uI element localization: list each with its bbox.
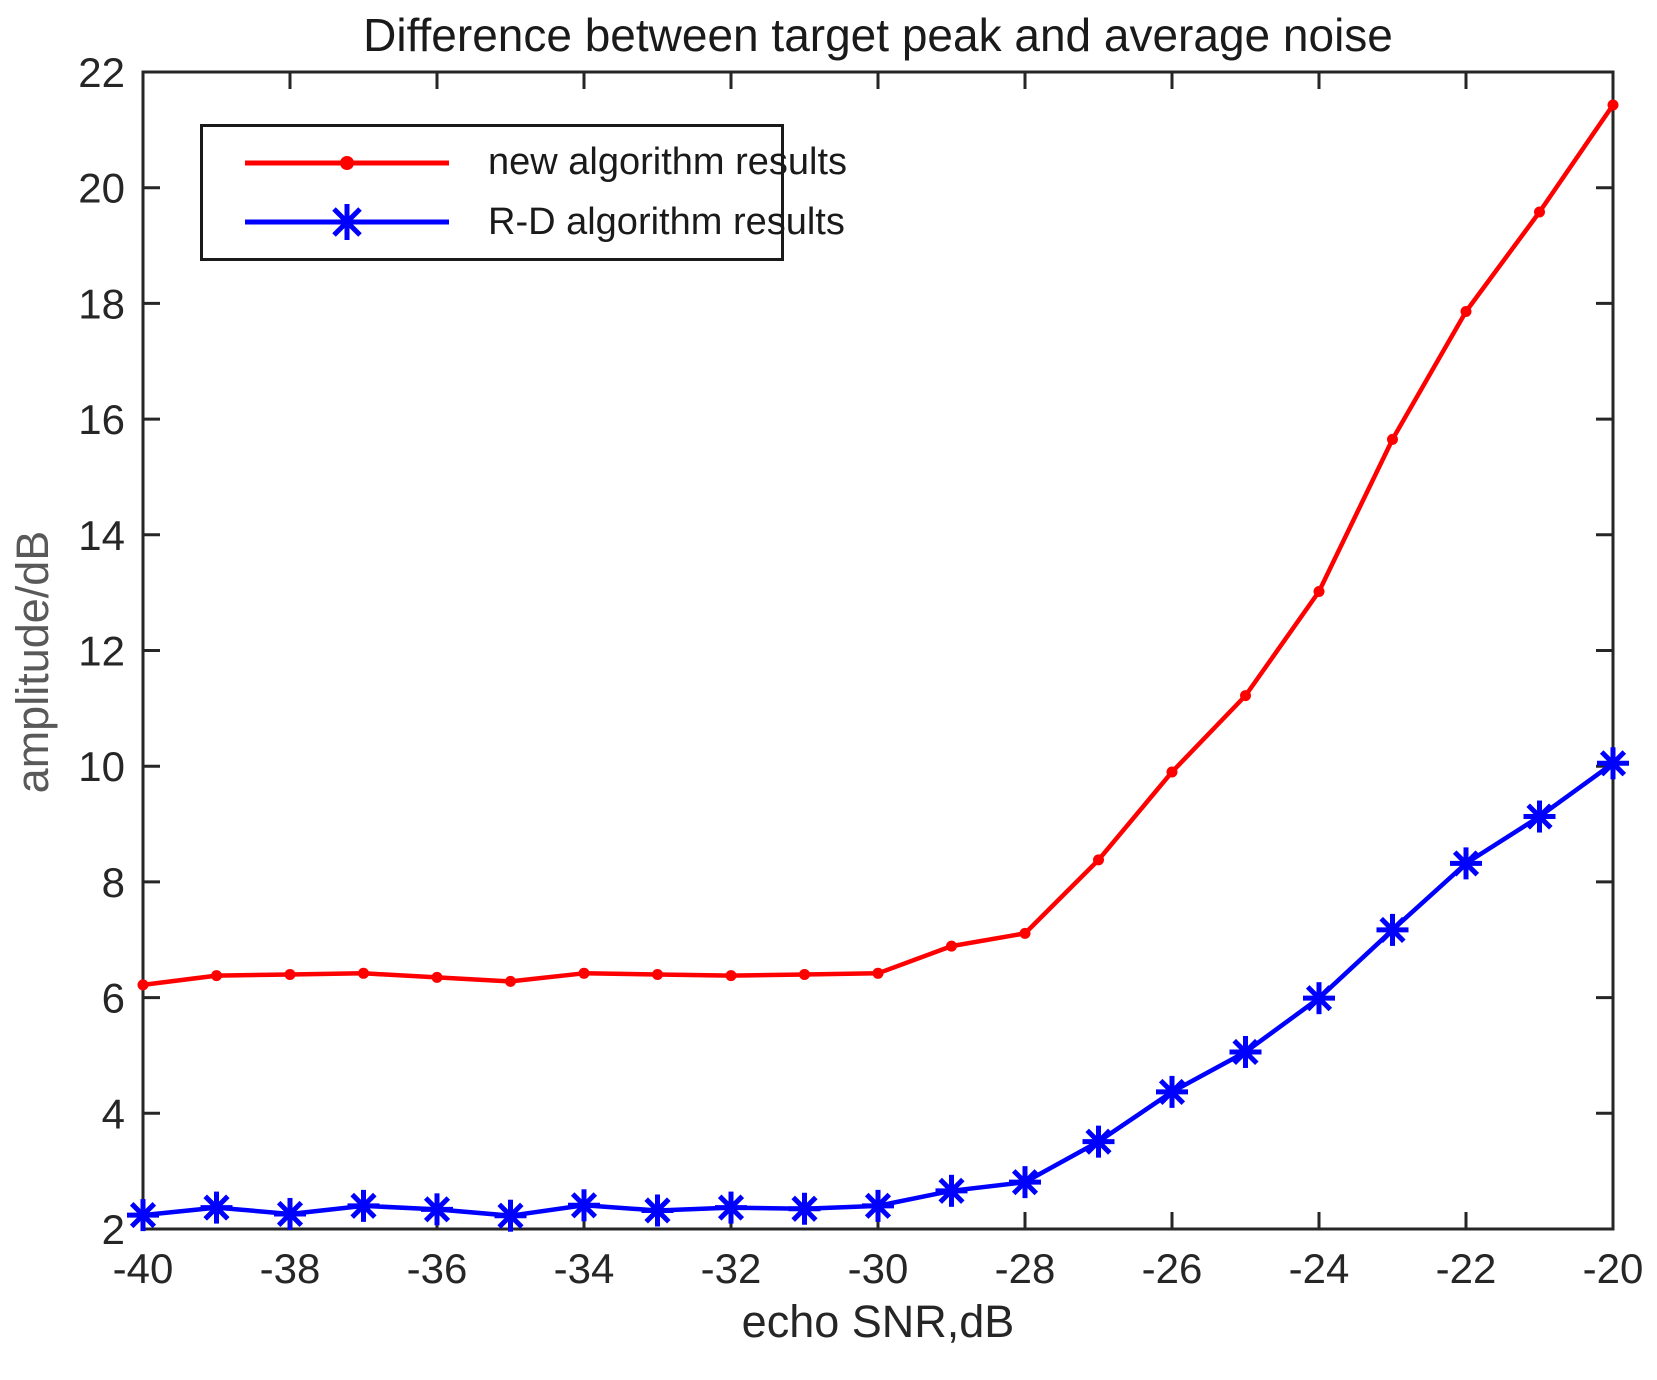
x-tick-label: -34 — [554, 1245, 615, 1292]
legend-sample-red — [245, 155, 449, 170]
data-point-marker-asterisk — [1303, 982, 1335, 1015]
data-point-marker-dot — [505, 975, 516, 987]
legend-sample-blue — [245, 204, 449, 241]
legend-label-rd-algorithm: R-D algorithm results — [488, 200, 845, 243]
y-tick-label: 18 — [78, 280, 125, 327]
data-point-marker-asterisk — [715, 1191, 747, 1224]
data-point-marker-asterisk — [1229, 1035, 1262, 1068]
x-tick-label: -38 — [260, 1245, 321, 1292]
x-tick-label: -28 — [995, 1245, 1056, 1292]
data-point-marker-dot — [578, 967, 590, 979]
y-tick-label: 20 — [78, 165, 125, 212]
data-point-marker-asterisk — [641, 1194, 674, 1227]
data-point-marker-asterisk — [347, 1189, 380, 1222]
data-point-marker-asterisk — [1156, 1075, 1188, 1108]
legend-entry-new-algorithm: new algorithm results — [229, 133, 847, 193]
data-point-marker-dot — [799, 968, 810, 980]
series-line-1 — [142, 761, 1615, 1218]
x-tick-label: -32 — [701, 1245, 762, 1292]
data-point-marker-dot — [1166, 766, 1178, 778]
data-point-marker-asterisk — [1450, 847, 1482, 880]
data-point-marker-dot — [431, 971, 443, 983]
y-tick-label: 14 — [78, 512, 125, 559]
data-point-marker-dot — [1093, 854, 1104, 866]
chart-title: Difference between target peak and avera… — [363, 9, 1393, 61]
legend-entry-rd-algorithm: R-D algorithm results — [229, 193, 845, 253]
y-tick-label: 2 — [102, 1206, 125, 1253]
data-point-marker-dot — [1019, 927, 1031, 939]
data-point-marker-asterisk — [127, 1199, 159, 1232]
legend-red-dot-marker-icon — [340, 155, 354, 170]
data-point-marker-dot — [1534, 206, 1545, 218]
y-tick-label: 4 — [102, 1090, 125, 1137]
y-tick-label: 8 — [102, 859, 125, 906]
x-tick-label: -30 — [848, 1245, 909, 1292]
data-point-marker-dot — [725, 970, 737, 982]
data-point-marker-dot — [1240, 690, 1251, 702]
data-point-marker-asterisk — [494, 1199, 527, 1232]
y-tick-label: 12 — [78, 628, 125, 675]
x-tick-label: -20 — [1583, 1245, 1644, 1292]
x-tick-label: -36 — [407, 1245, 468, 1292]
data-point-marker-dot — [284, 968, 296, 980]
data-point-marker-asterisk — [1082, 1125, 1115, 1158]
data-point-marker-asterisk — [935, 1174, 968, 1207]
data-point-marker-dot — [946, 940, 957, 952]
data-point-marker-dot — [1607, 99, 1619, 111]
x-tick-label: -26 — [1142, 1245, 1203, 1292]
data-point-marker-asterisk — [1597, 747, 1629, 780]
y-tick-label: 22 — [78, 49, 125, 96]
data-point-marker-dot — [652, 968, 663, 980]
x-tick-label: -24 — [1289, 1245, 1350, 1292]
data-point-marker-dot — [137, 979, 149, 991]
y-tick-label: 10 — [78, 743, 125, 790]
data-point-marker-dot — [872, 967, 884, 979]
x-tick-label: -40 — [113, 1245, 174, 1292]
data-point-marker-dot — [1460, 305, 1472, 317]
data-point-marker-asterisk — [421, 1193, 453, 1226]
data-point-marker-dot — [1313, 585, 1325, 597]
data-point-marker-dot — [211, 970, 222, 982]
y-tick-label: 6 — [102, 975, 125, 1022]
legend-blue-asterisk-marker-icon — [329, 204, 365, 241]
x-tick-label: -22 — [1436, 1245, 1497, 1292]
data-point-marker-dot — [1387, 433, 1398, 445]
legend-label-new-algorithm: new algorithm results — [488, 141, 848, 184]
data-point-marker-asterisk — [568, 1189, 600, 1222]
x-axis-label: echo SNR,dB — [741, 1296, 1015, 1347]
data-point-marker-asterisk — [862, 1189, 894, 1222]
data-point-marker-asterisk — [1523, 800, 1556, 833]
y-axis-label: amplitude/dB — [7, 530, 58, 794]
data-point-marker-asterisk — [1376, 913, 1409, 946]
y-tick-label: 16 — [78, 396, 125, 443]
data-point-marker-asterisk — [1009, 1166, 1041, 1199]
legend: new algorithm results R-D algorithm resu… — [200, 124, 847, 261]
data-point-marker-dot — [358, 967, 369, 979]
data-point-marker-asterisk — [200, 1191, 233, 1224]
data-point-marker-asterisk — [788, 1192, 821, 1225]
data-point-marker-asterisk — [274, 1197, 306, 1230]
